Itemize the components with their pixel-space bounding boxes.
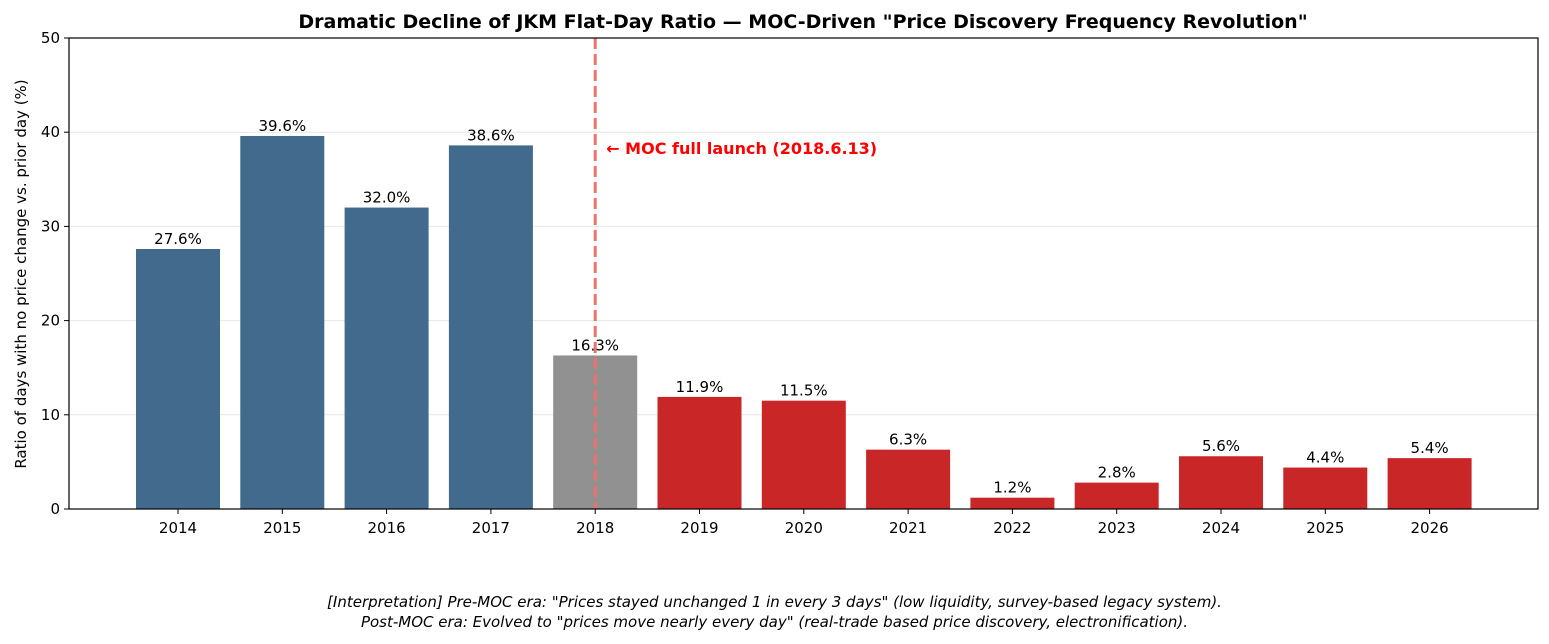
bar-2020 bbox=[761, 400, 846, 509]
bar-2016 bbox=[344, 207, 429, 509]
data-label-2023: 2.8% bbox=[1098, 464, 1136, 482]
data-label-2024: 5.6% bbox=[1202, 437, 1240, 455]
y-tick-label: 20 bbox=[41, 312, 60, 330]
data-label-2015: 39.6% bbox=[258, 117, 306, 135]
bar-2023 bbox=[1074, 482, 1159, 509]
bar-2021 bbox=[866, 449, 951, 509]
bar-2015 bbox=[240, 135, 325, 509]
moc-annotation: ← MOC full launch (2018.6.13) bbox=[593, 38, 877, 509]
bar-2024 bbox=[1179, 456, 1263, 509]
interpretation-caption-line-2: Post-MOC era: Evolved to "prices move ne… bbox=[360, 613, 1189, 631]
x-tick-label-2018: 2018 bbox=[576, 519, 614, 537]
data-label-2020: 11.5% bbox=[780, 382, 828, 400]
x-tick-label-2020: 2020 bbox=[785, 519, 823, 537]
data-label-2025: 4.4% bbox=[1306, 449, 1344, 467]
bar-2014 bbox=[136, 249, 220, 509]
y-tick-label: 10 bbox=[41, 406, 60, 424]
moc-launch-label: ← MOC full launch (2018.6.13) bbox=[606, 139, 877, 158]
bars bbox=[136, 135, 1472, 509]
bar-chart: 27.6%39.6%32.0%38.6%16.3%11.9%11.5%6.3%1… bbox=[12, 11, 1539, 537]
y-axis-label: Ratio of days with no price change vs. p… bbox=[12, 79, 30, 468]
x-tick-label-2024: 2024 bbox=[1202, 519, 1240, 537]
x-axis-ticks: 2014 2015 2016 2017 2018 2019 2020 2021 2022 2023… bbox=[159, 509, 1449, 537]
y-tick-label: 40 bbox=[41, 123, 60, 141]
x-tick-label-2017: 2017 bbox=[472, 519, 510, 537]
y-tick-label: 30 bbox=[41, 217, 60, 235]
y-tick-label: 0 bbox=[50, 500, 60, 518]
bar-2019 bbox=[657, 396, 742, 509]
y-tick-label: 50 bbox=[41, 29, 60, 47]
data-label-2021: 6.3% bbox=[889, 431, 927, 449]
bar-2026 bbox=[1387, 458, 1472, 509]
chart-title: Dramatic Decline of JKM Flat-Day Ratio —… bbox=[298, 11, 1307, 33]
interpretation-caption-line-1: [Interpretation] Pre-MOC era: "Prices st… bbox=[327, 593, 1222, 611]
x-tick-label-2015: 2015 bbox=[263, 519, 301, 537]
data-label-2019: 11.9% bbox=[676, 378, 724, 396]
x-tick-label-2025: 2025 bbox=[1306, 519, 1344, 537]
y-axis-ticks: 0 10 20 30 40 50 bbox=[41, 29, 69, 518]
x-tick-label-2021: 2021 bbox=[889, 519, 927, 537]
data-label-2026: 5.4% bbox=[1411, 439, 1449, 457]
data-label-2017: 38.6% bbox=[467, 126, 515, 144]
bar-2022 bbox=[970, 497, 1055, 509]
x-tick-label-2023: 2023 bbox=[1098, 519, 1136, 537]
data-label-2014: 27.6% bbox=[154, 230, 202, 248]
bar-2025 bbox=[1283, 467, 1368, 509]
data-label-2022: 1.2% bbox=[993, 479, 1031, 497]
x-tick-label-2019: 2019 bbox=[680, 519, 718, 537]
data-label-2016: 32.0% bbox=[363, 189, 411, 207]
x-tick-label-2026: 2026 bbox=[1411, 519, 1449, 537]
x-tick-label-2014: 2014 bbox=[159, 519, 197, 537]
bar-2017 bbox=[448, 145, 533, 509]
x-tick-label-2016: 2016 bbox=[368, 519, 406, 537]
x-tick-label-2022: 2022 bbox=[993, 519, 1031, 537]
